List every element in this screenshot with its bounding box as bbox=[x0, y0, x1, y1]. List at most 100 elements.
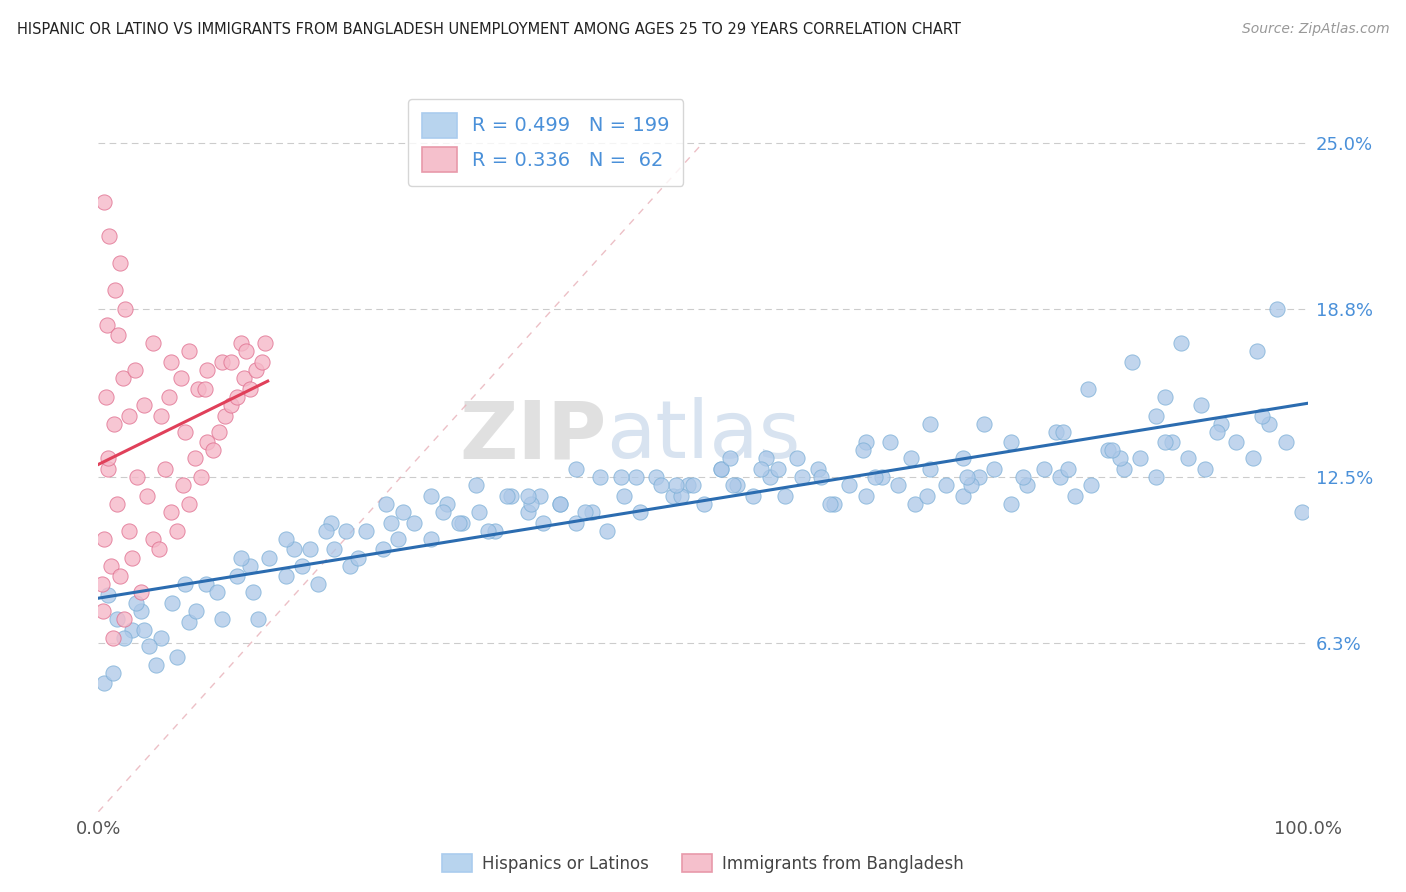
Point bbox=[111, 371, 134, 385]
Point bbox=[1161, 435, 1184, 450]
Point bbox=[380, 516, 402, 530]
Point bbox=[529, 489, 551, 503]
Point bbox=[101, 631, 124, 645]
Point bbox=[153, 462, 176, 476]
Point bbox=[221, 398, 243, 412]
Point bbox=[160, 505, 183, 519]
Point bbox=[1128, 451, 1150, 466]
Point bbox=[194, 382, 217, 396]
Point bbox=[93, 194, 115, 209]
Point bbox=[179, 497, 201, 511]
Point bbox=[195, 363, 218, 377]
Point bbox=[134, 623, 156, 637]
Point bbox=[1049, 470, 1071, 484]
Point bbox=[160, 596, 183, 610]
Point bbox=[112, 612, 135, 626]
Point bbox=[496, 489, 519, 503]
Point bbox=[952, 489, 974, 503]
Point bbox=[98, 229, 121, 244]
Point bbox=[186, 604, 208, 618]
Point bbox=[274, 532, 297, 546]
Point bbox=[468, 505, 491, 519]
Point bbox=[107, 328, 129, 343]
Point bbox=[484, 524, 506, 538]
Point bbox=[1189, 398, 1212, 412]
Point bbox=[581, 505, 603, 519]
Point bbox=[855, 489, 877, 503]
Point bbox=[838, 478, 860, 492]
Point bbox=[665, 478, 688, 492]
Point bbox=[172, 478, 194, 492]
Point bbox=[174, 425, 197, 439]
Point bbox=[211, 612, 233, 626]
Point bbox=[1241, 451, 1264, 466]
Point bbox=[1170, 336, 1192, 351]
Point bbox=[308, 577, 330, 591]
Point bbox=[93, 676, 115, 690]
Point bbox=[1146, 470, 1168, 484]
Point bbox=[247, 612, 270, 626]
Point bbox=[402, 516, 425, 530]
Point bbox=[187, 382, 209, 396]
Point bbox=[150, 631, 173, 645]
Point bbox=[610, 470, 633, 484]
Point bbox=[160, 355, 183, 369]
Point bbox=[723, 478, 745, 492]
Point bbox=[226, 390, 249, 404]
Point bbox=[983, 462, 1005, 476]
Point bbox=[1250, 409, 1272, 423]
Point bbox=[952, 451, 974, 466]
Text: Source: ZipAtlas.com: Source: ZipAtlas.com bbox=[1241, 22, 1389, 37]
Point bbox=[960, 478, 983, 492]
Point bbox=[1267, 301, 1289, 316]
Point bbox=[134, 398, 156, 412]
Point bbox=[208, 425, 231, 439]
Point bbox=[157, 390, 180, 404]
Point bbox=[900, 451, 922, 466]
Point bbox=[531, 516, 554, 530]
Point bbox=[852, 443, 875, 458]
Point bbox=[184, 451, 207, 466]
Point bbox=[565, 516, 588, 530]
Text: atlas: atlas bbox=[606, 397, 800, 475]
Point bbox=[103, 417, 125, 431]
Point bbox=[105, 612, 128, 626]
Point bbox=[1121, 355, 1143, 369]
Point bbox=[671, 489, 693, 503]
Point bbox=[818, 497, 841, 511]
Point bbox=[371, 542, 394, 557]
Point bbox=[886, 478, 908, 492]
Point bbox=[589, 470, 612, 484]
Point bbox=[169, 371, 191, 385]
Point bbox=[1194, 462, 1216, 476]
Point bbox=[499, 489, 522, 503]
Point bbox=[108, 569, 131, 583]
Point bbox=[628, 505, 651, 519]
Point bbox=[920, 462, 942, 476]
Point bbox=[148, 542, 170, 557]
Point bbox=[299, 542, 322, 557]
Point bbox=[1225, 435, 1247, 450]
Point bbox=[807, 462, 830, 476]
Point bbox=[229, 550, 252, 565]
Point bbox=[166, 649, 188, 664]
Point bbox=[387, 532, 409, 546]
Point bbox=[955, 470, 977, 484]
Point bbox=[565, 462, 588, 476]
Point bbox=[91, 604, 114, 618]
Point bbox=[339, 558, 361, 573]
Point bbox=[118, 524, 141, 538]
Point bbox=[245, 363, 267, 377]
Point bbox=[1112, 462, 1135, 476]
Point bbox=[118, 409, 141, 423]
Point bbox=[254, 336, 277, 351]
Text: HISPANIC OR LATINO VS IMMIGRANTS FROM BANGLADESH UNEMPLOYMENT AMONG AGES 25 TO 2: HISPANIC OR LATINO VS IMMIGRANTS FROM BA… bbox=[17, 22, 960, 37]
Point bbox=[626, 470, 648, 484]
Point bbox=[464, 478, 486, 492]
Point bbox=[239, 382, 262, 396]
Point bbox=[290, 558, 312, 573]
Point bbox=[1057, 462, 1080, 476]
Point bbox=[823, 497, 845, 511]
Point bbox=[142, 532, 165, 546]
Point bbox=[97, 451, 120, 466]
